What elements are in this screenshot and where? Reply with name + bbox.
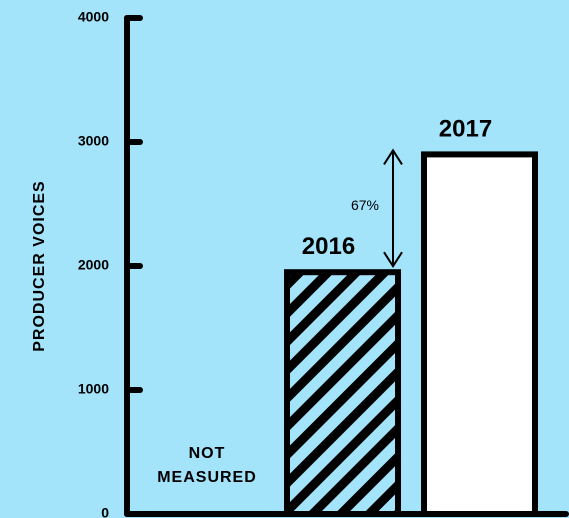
y-tick-label: 3000: [78, 133, 109, 149]
not-measured-label-line1: NOT: [189, 445, 226, 462]
bar-label-2016: 2016: [302, 233, 355, 260]
y-tick-label: 4000: [78, 9, 109, 25]
annotation-arrowhead-bottom: [383, 251, 403, 269]
y-tick-label: 1000: [78, 381, 109, 397]
bar-2016: [284, 269, 401, 518]
bar-label-2017: 2017: [439, 115, 492, 142]
y-tick-label: 0: [101, 505, 109, 518]
bar-2017: [421, 151, 538, 517]
y-axis-title: PRODUCER VOICES: [31, 180, 48, 351]
not-measured-label-line2: MEASURED: [157, 469, 257, 486]
labels: 0 1000 2000 3000 4000 PRODUCER VOICES 2016 2017…: [31, 9, 492, 518]
y-tick-label: 2000: [78, 257, 109, 273]
bars: [284, 151, 538, 518]
annotation-arrowhead-top: [383, 148, 403, 165]
annotation-percent-label: 67%: [351, 197, 379, 213]
